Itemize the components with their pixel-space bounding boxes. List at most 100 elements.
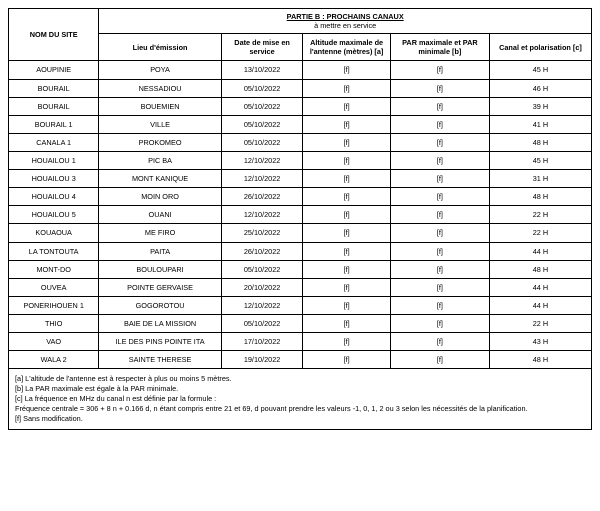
cell-canal: 48 H	[489, 133, 591, 151]
table-row: HOUAILOU 3MONT KANIQUE12/10/2022[f][f]31…	[9, 170, 592, 188]
cell-site: PONERIHOUEN 1	[9, 296, 99, 314]
cell-lieu: POINTE GERVAISE	[99, 278, 221, 296]
header-partie-main: PARTIE B : PROCHAINS CANAUX	[287, 12, 404, 21]
cell-alt: [f]	[303, 242, 390, 260]
header-par: PAR maximale et PAR minimale [b]	[390, 34, 489, 61]
footnote-c2: Fréquence centrale = 306 + 8 n + 0.166 d…	[15, 404, 585, 414]
channel-table: NOM DU SITE PARTIE B : PROCHAINS CANAUX …	[8, 8, 592, 430]
footnote-b: [b] La PAR maximale est égale à la PAR m…	[15, 384, 585, 394]
cell-lieu: OUANI	[99, 206, 221, 224]
table-row: BOURAILNESSADIOU05/10/2022[f][f]46 H	[9, 79, 592, 97]
cell-site: WALA 2	[9, 351, 99, 369]
footnotes: [a] L'altitude de l'antenne est à respec…	[9, 369, 592, 429]
header-alt: Altitude maximale de l'antenne (mètres) …	[303, 34, 390, 61]
cell-alt: [f]	[303, 79, 390, 97]
cell-canal: 48 H	[489, 260, 591, 278]
cell-alt: [f]	[303, 61, 390, 79]
cell-par: [f]	[390, 151, 489, 169]
header-partie: PARTIE B : PROCHAINS CANAUX à mettre en …	[99, 9, 592, 34]
table-row: AOUPINIEPOYA13/10/2022[f][f]45 H	[9, 61, 592, 79]
cell-site: THIO	[9, 314, 99, 332]
cell-par: [f]	[390, 278, 489, 296]
cell-date: 05/10/2022	[221, 133, 303, 151]
cell-lieu: ME FIRO	[99, 224, 221, 242]
cell-site: OUVEA	[9, 278, 99, 296]
cell-canal: 22 H	[489, 314, 591, 332]
cell-canal: 44 H	[489, 242, 591, 260]
cell-par: [f]	[390, 97, 489, 115]
footnote-f: [f] Sans modification.	[15, 414, 585, 424]
cell-site: BOURAIL	[9, 79, 99, 97]
cell-date: 12/10/2022	[221, 170, 303, 188]
cell-alt: [f]	[303, 278, 390, 296]
table-header: NOM DU SITE PARTIE B : PROCHAINS CANAUX …	[9, 9, 592, 61]
cell-canal: 43 H	[489, 333, 591, 351]
cell-lieu: NESSADIOU	[99, 79, 221, 97]
cell-date: 17/10/2022	[221, 333, 303, 351]
cell-par: [f]	[390, 133, 489, 151]
table-row: HOUAILOU 5OUANI12/10/2022[f][f]22 H	[9, 206, 592, 224]
cell-lieu: MONT KANIQUE	[99, 170, 221, 188]
cell-canal: 48 H	[489, 351, 591, 369]
cell-site: HOUAILOU 3	[9, 170, 99, 188]
cell-par: [f]	[390, 79, 489, 97]
table-row: HOUAILOU 1PIC BA12/10/2022[f][f]45 H	[9, 151, 592, 169]
cell-lieu: BAIE DE LA MISSION	[99, 314, 221, 332]
footnote-c1: [c] La fréquence en MHz du canal n est d…	[15, 394, 585, 404]
cell-alt: [f]	[303, 351, 390, 369]
cell-canal: 22 H	[489, 224, 591, 242]
cell-date: 12/10/2022	[221, 296, 303, 314]
table-row: VAOILE DES PINS POINTE ITA17/10/2022[f][…	[9, 333, 592, 351]
cell-canal: 22 H	[489, 206, 591, 224]
table-row: KOUAOUAME FIRO25/10/2022[f][f]22 H	[9, 224, 592, 242]
cell-canal: 41 H	[489, 115, 591, 133]
cell-par: [f]	[390, 61, 489, 79]
cell-alt: [f]	[303, 206, 390, 224]
table-row: BOURAIL 1VILLE05/10/2022[f][f]41 H	[9, 115, 592, 133]
cell-site: MONT-DO	[9, 260, 99, 278]
cell-date: 20/10/2022	[221, 278, 303, 296]
cell-lieu: PAITA	[99, 242, 221, 260]
cell-canal: 44 H	[489, 278, 591, 296]
cell-alt: [f]	[303, 260, 390, 278]
cell-site: HOUAILOU 1	[9, 151, 99, 169]
cell-alt: [f]	[303, 151, 390, 169]
cell-par: [f]	[390, 351, 489, 369]
cell-lieu: BOULOUPARI	[99, 260, 221, 278]
table-row: CANALA 1PROKOMEO05/10/2022[f][f]48 H	[9, 133, 592, 151]
table-row: MONT-DOBOULOUPARI05/10/2022[f][f]48 H	[9, 260, 592, 278]
cell-site: BOURAIL 1	[9, 115, 99, 133]
cell-par: [f]	[390, 242, 489, 260]
header-partie-sub: à mettre en service	[314, 21, 376, 30]
cell-canal: 45 H	[489, 151, 591, 169]
cell-site: LA TONTOUTA	[9, 242, 99, 260]
cell-site: HOUAILOU 4	[9, 188, 99, 206]
table-body: AOUPINIEPOYA13/10/2022[f][f]45 HBOURAILN…	[9, 61, 592, 369]
table-row: PONERIHOUEN 1GOGOROTOU12/10/2022[f][f]44…	[9, 296, 592, 314]
cell-alt: [f]	[303, 170, 390, 188]
cell-par: [f]	[390, 115, 489, 133]
header-site: NOM DU SITE	[9, 9, 99, 61]
cell-alt: [f]	[303, 296, 390, 314]
table-row: BOURAILBOUEMIEN05/10/2022[f][f]39 H	[9, 97, 592, 115]
cell-date: 05/10/2022	[221, 97, 303, 115]
cell-date: 26/10/2022	[221, 242, 303, 260]
cell-canal: 31 H	[489, 170, 591, 188]
cell-lieu: ILE DES PINS POINTE ITA	[99, 333, 221, 351]
cell-site: KOUAOUA	[9, 224, 99, 242]
table-row: THIOBAIE DE LA MISSION05/10/2022[f][f]22…	[9, 314, 592, 332]
cell-lieu: GOGOROTOU	[99, 296, 221, 314]
cell-canal: 39 H	[489, 97, 591, 115]
cell-alt: [f]	[303, 333, 390, 351]
cell-site: CANALA 1	[9, 133, 99, 151]
cell-canal: 45 H	[489, 61, 591, 79]
table-row: LA TONTOUTAPAITA26/10/2022[f][f]44 H	[9, 242, 592, 260]
cell-alt: [f]	[303, 97, 390, 115]
cell-date: 13/10/2022	[221, 61, 303, 79]
cell-lieu: SAINTE THERESE	[99, 351, 221, 369]
cell-par: [f]	[390, 206, 489, 224]
cell-canal: 44 H	[489, 296, 591, 314]
header-lieu: Lieu d'émission	[99, 34, 221, 61]
cell-site: BOURAIL	[9, 97, 99, 115]
cell-par: [f]	[390, 333, 489, 351]
